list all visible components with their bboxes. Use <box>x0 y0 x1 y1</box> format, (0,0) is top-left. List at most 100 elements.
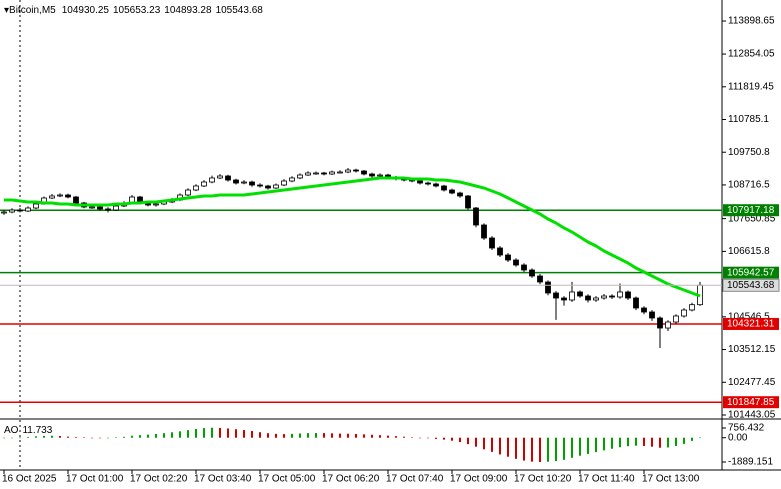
y-tick-label: 102477.45 <box>728 377 776 388</box>
ao-bar <box>219 427 221 438</box>
candle-body <box>641 307 647 313</box>
ao-bar <box>419 437 421 439</box>
ao-bar <box>603 437 605 451</box>
ao-bar <box>115 437 117 438</box>
ao-bar <box>75 437 77 438</box>
candle-body <box>337 171 343 174</box>
candle-body <box>73 196 79 204</box>
candle-body <box>353 169 359 172</box>
y-tick-label: 106615.8 <box>728 246 770 257</box>
candle-body <box>193 185 199 191</box>
candle-body <box>153 203 159 206</box>
y-tick-label: 110785.1 <box>728 114 769 125</box>
header-high: 105653.23 <box>113 5 161 16</box>
ao-bar <box>59 436 61 438</box>
y-tick-label: 111819.45 <box>728 81 774 92</box>
ao-bar <box>555 437 557 462</box>
ao-bar <box>611 437 613 449</box>
x-tick-label: 17 Oct 13:00 <box>642 474 700 485</box>
ao-bar <box>3 437 5 439</box>
ao-bar <box>147 434 149 438</box>
candle-body <box>345 169 351 173</box>
y-tick-label: 103512.15 <box>728 344 776 355</box>
level-label: 101847.85 <box>727 397 775 408</box>
candle-body <box>321 172 327 175</box>
candle-body <box>297 174 303 179</box>
y-tick-label: 104546.5 <box>728 311 770 322</box>
ao-bar <box>515 437 517 459</box>
ao-bar <box>355 433 357 438</box>
ao-bar <box>371 434 373 438</box>
candle-body <box>601 295 607 299</box>
x-tick-label: 16 Oct 2025 <box>2 474 57 485</box>
candle-body <box>225 175 231 181</box>
candle-body <box>281 180 287 186</box>
ao-bar <box>595 437 597 453</box>
ao-bar <box>499 437 501 455</box>
candle-body <box>265 185 271 189</box>
ao-bar <box>683 437 685 444</box>
ao-bar <box>339 433 341 438</box>
candle-body <box>97 206 103 210</box>
candle-body <box>521 264 527 271</box>
level-label-box <box>723 204 779 217</box>
ao-bar <box>571 437 573 458</box>
ao-bar <box>251 431 253 438</box>
candle-body <box>585 295 591 301</box>
ao-bar <box>659 437 661 448</box>
ao-bar <box>451 437 453 441</box>
ao-bar <box>587 437 589 454</box>
candle-body <box>305 172 311 176</box>
candle-body <box>289 177 295 182</box>
y-tick-label: -1889.151 <box>728 457 773 468</box>
ao-bar <box>171 432 173 438</box>
ao-bar <box>667 437 669 448</box>
ao-bar <box>35 436 37 438</box>
candle-body <box>673 315 679 323</box>
x-tick-label: 17 Oct 02:20 <box>130 474 188 485</box>
candle-body <box>449 189 455 194</box>
candle-body <box>89 206 95 209</box>
ao-bar <box>235 429 237 438</box>
x-tick-label: 17 Oct 07:40 <box>386 474 444 485</box>
ao-bar <box>627 437 629 447</box>
candle-body <box>497 247 503 256</box>
candle-body <box>369 173 375 177</box>
candle-body <box>537 275 543 283</box>
candle-body <box>49 195 55 199</box>
ao-bar <box>331 433 333 438</box>
ao-bar <box>291 433 293 438</box>
candle-body <box>625 291 631 299</box>
ao-bar <box>227 428 229 438</box>
header-close: 105543.68 <box>216 5 264 16</box>
candle-body <box>273 184 279 189</box>
candle-body <box>217 175 223 179</box>
y-tick-label: 109750.8 <box>728 147 770 158</box>
current-price-box <box>722 278 780 292</box>
ao-bar <box>307 433 309 438</box>
ao-bar <box>187 430 189 438</box>
level-label-box <box>723 266 779 279</box>
y-tick-label: 112854.05 <box>728 49 775 60</box>
y-tick-label: 0.00 <box>728 432 748 443</box>
candle-body <box>665 321 671 329</box>
candle-body <box>441 185 447 191</box>
x-tick-label: 17 Oct 09:00 <box>450 474 508 485</box>
ao-bar <box>139 435 141 438</box>
ao-bar <box>635 437 637 446</box>
ao-bar <box>475 437 477 447</box>
ao-bar <box>155 433 157 438</box>
candle-body <box>649 311 655 319</box>
y-tick-label: 756.432 <box>728 423 765 434</box>
header-arrow: ▾ <box>4 5 9 16</box>
candle-body <box>553 292 559 299</box>
candle-body <box>257 184 263 187</box>
x-tick-label: 17 Oct 11:40 <box>578 474 635 485</box>
level-label: 105942.57 <box>727 267 775 278</box>
candle-body <box>529 269 535 277</box>
x-tick-label: 17 Oct 05:00 <box>258 474 316 485</box>
ao-name: AO <box>4 425 19 436</box>
candle-body <box>433 183 439 187</box>
